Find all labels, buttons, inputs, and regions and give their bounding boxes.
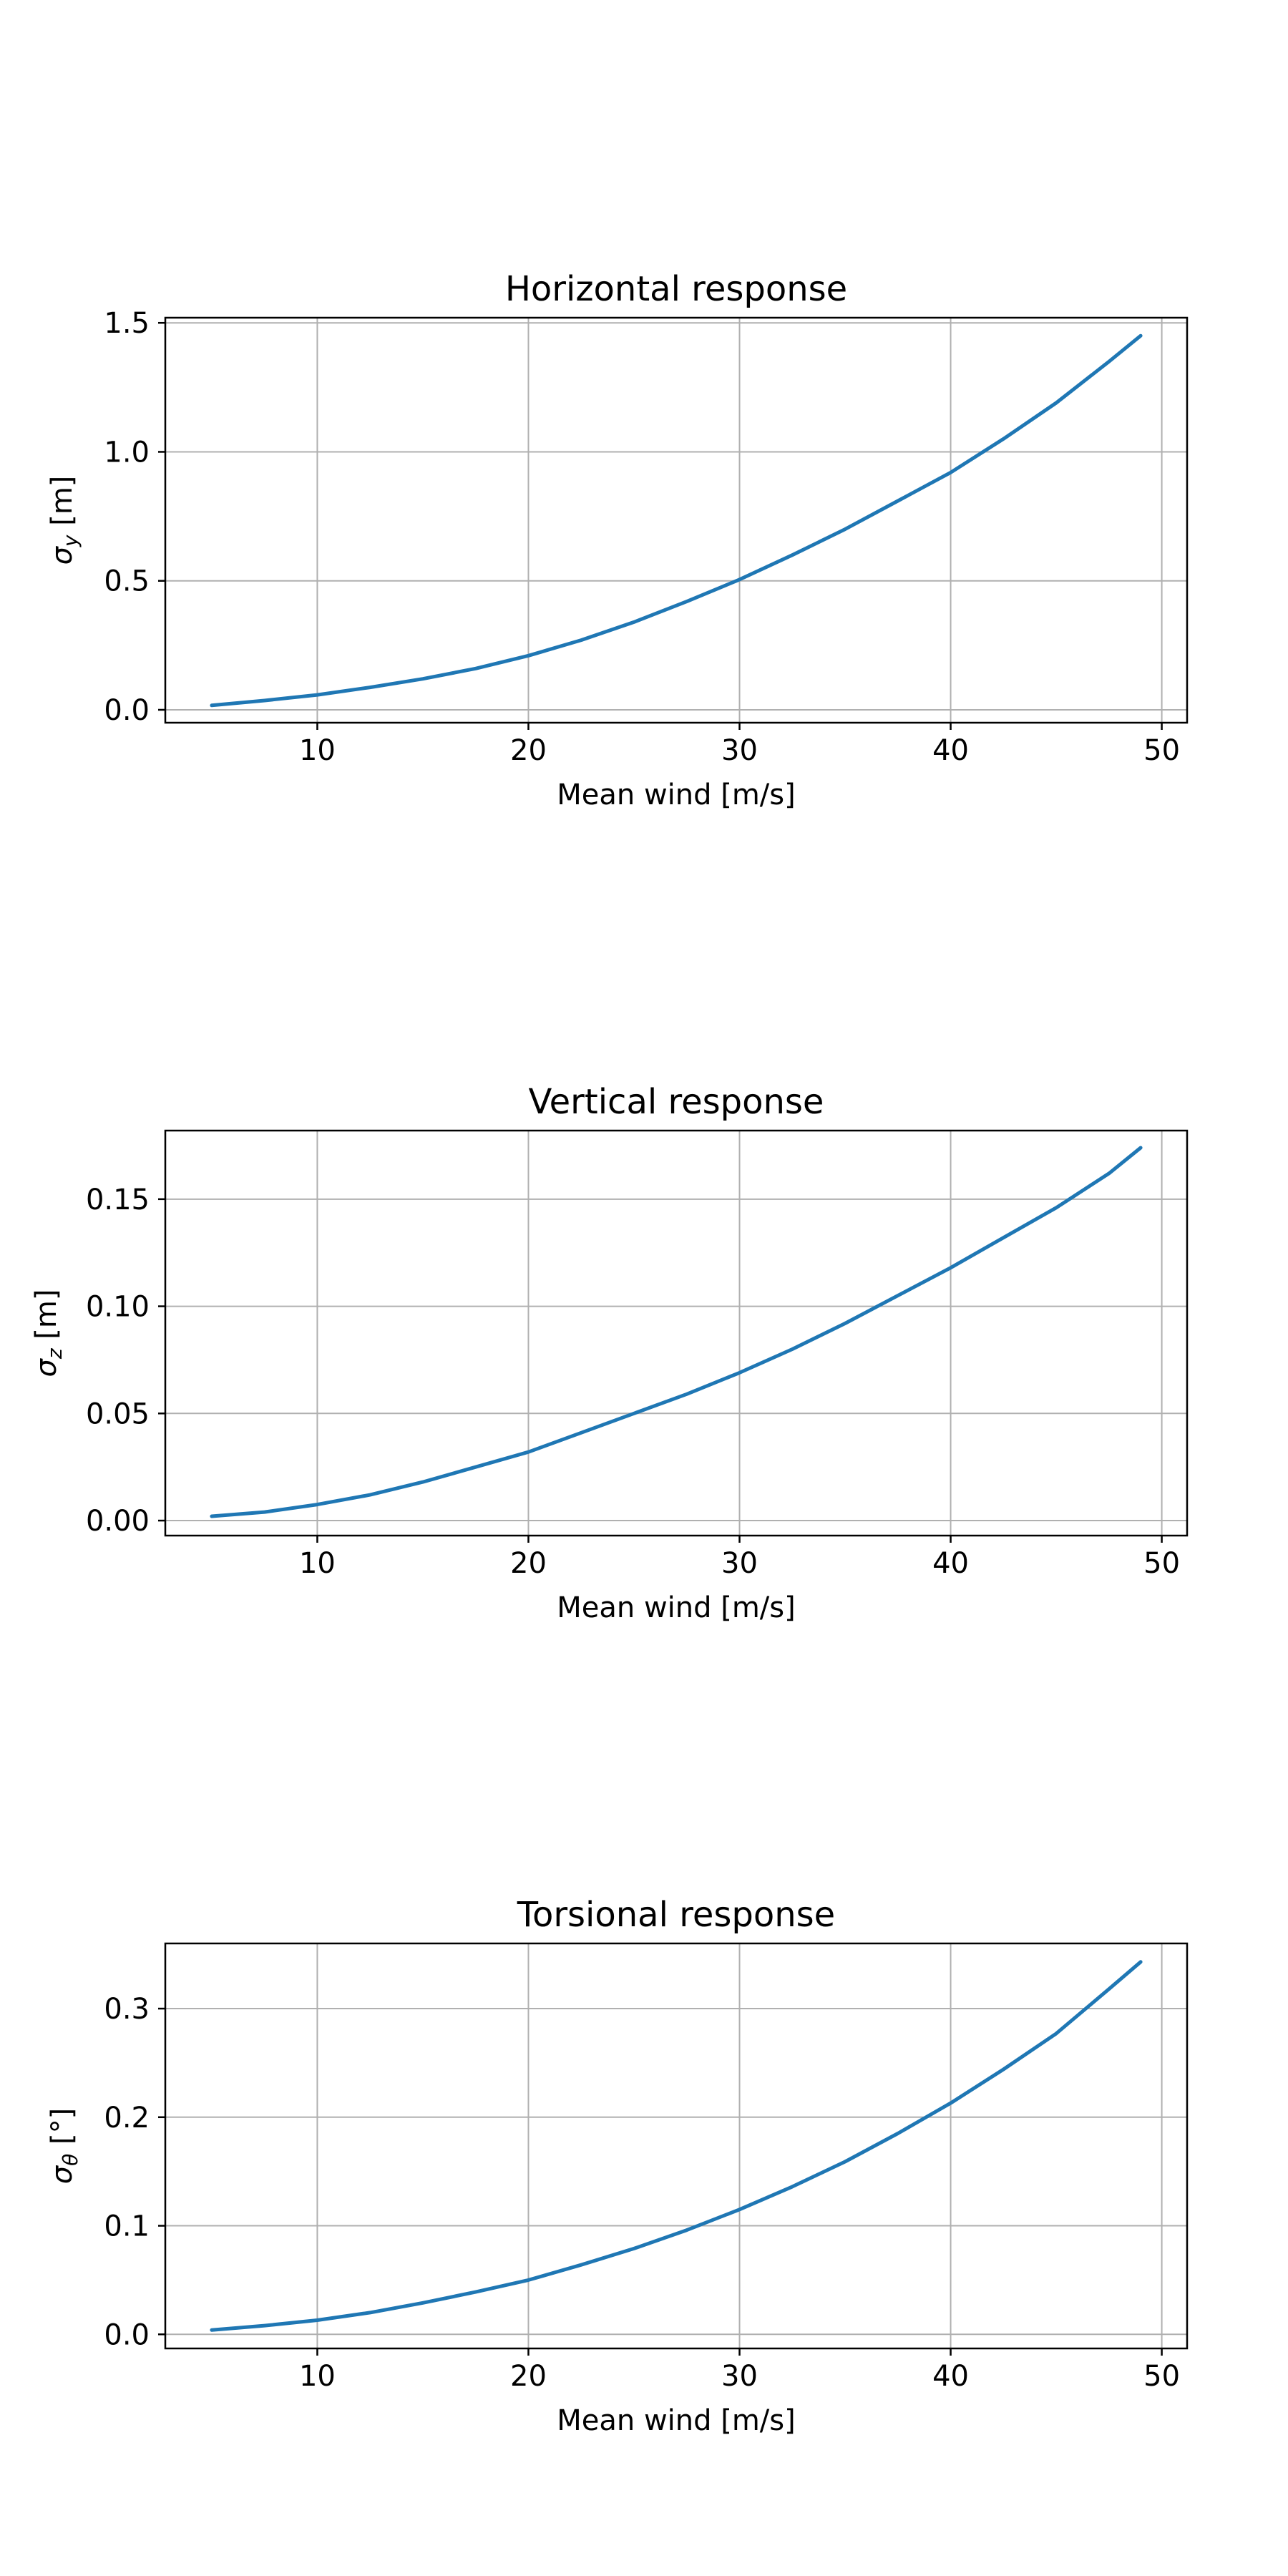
x-tick-label: 20	[510, 2360, 547, 2393]
chart-1: Horizontal response 10 20 30 40 50 0.0 0.5 1.0 1.…	[46, 269, 1189, 811]
axes-frame	[164, 1942, 1189, 2350]
axes-frame	[164, 316, 1189, 724]
x-axis-label: Mean wind [m/s]	[557, 1591, 795, 1624]
y-axis-label: σθ [°]	[46, 2108, 82, 2184]
y-tick-label: 1.0	[104, 436, 150, 469]
y-tick-label: 0.0	[104, 2318, 150, 2351]
y-tick-label: 0.10	[86, 1291, 150, 1324]
y-tick-label: 0.0	[104, 694, 150, 727]
x-tick-label: 50	[1143, 2360, 1180, 2393]
x-axis-label: Mean wind [m/s]	[557, 2404, 795, 2437]
x-tick-label: 30	[721, 1547, 758, 1580]
y-tick-label: 0.5	[104, 565, 150, 598]
x-tick-label: 20	[510, 734, 547, 767]
series-line	[210, 1960, 1143, 2332]
y-axis-label: σz [m]	[30, 1289, 67, 1377]
x-tick-label: 40	[932, 1547, 969, 1580]
y-tick-label: 0.2	[104, 2102, 150, 2135]
x-axis-label: Mean wind [m/s]	[557, 779, 795, 811]
x-tick-label: 40	[932, 734, 969, 767]
x-tick-label: 40	[932, 2360, 969, 2393]
chart-title: Horizontal response	[505, 269, 847, 309]
x-tick-label: 10	[299, 1547, 336, 1580]
axes-frame	[164, 1129, 1189, 1537]
y-axis-label: σy [m]	[46, 476, 82, 565]
x-tick-label: 20	[510, 1547, 547, 1580]
y-tick-label: 0.1	[104, 2210, 150, 2243]
y-tick-label: 0.00	[86, 1505, 150, 1538]
y-tick-label: 1.5	[104, 307, 150, 340]
x-tick-label: 10	[299, 2360, 336, 2393]
series-line	[210, 333, 1143, 708]
x-tick-label: 50	[1143, 1547, 1180, 1580]
x-tick-label: 30	[721, 2360, 758, 2393]
series-line	[210, 1146, 1143, 1518]
x-tick-label: 10	[299, 734, 336, 767]
chart-2: Vertical response 10 20 30 40 50 0.00 0.05 0.10 0…	[30, 1082, 1189, 1624]
y-tick-label: 0.05	[86, 1397, 150, 1430]
chart-3: Torsional response 10 20 30 40 50 0.0 0.1 0.2 0.3…	[46, 1895, 1189, 2437]
chart-title: Vertical response	[529, 1082, 824, 1122]
x-tick-label: 30	[721, 734, 758, 767]
y-tick-label: 0.15	[86, 1184, 150, 1216]
y-tick-label: 0.3	[104, 1993, 150, 2026]
chart-title: Torsional response	[517, 1895, 835, 1935]
x-tick-label: 50	[1143, 734, 1180, 767]
